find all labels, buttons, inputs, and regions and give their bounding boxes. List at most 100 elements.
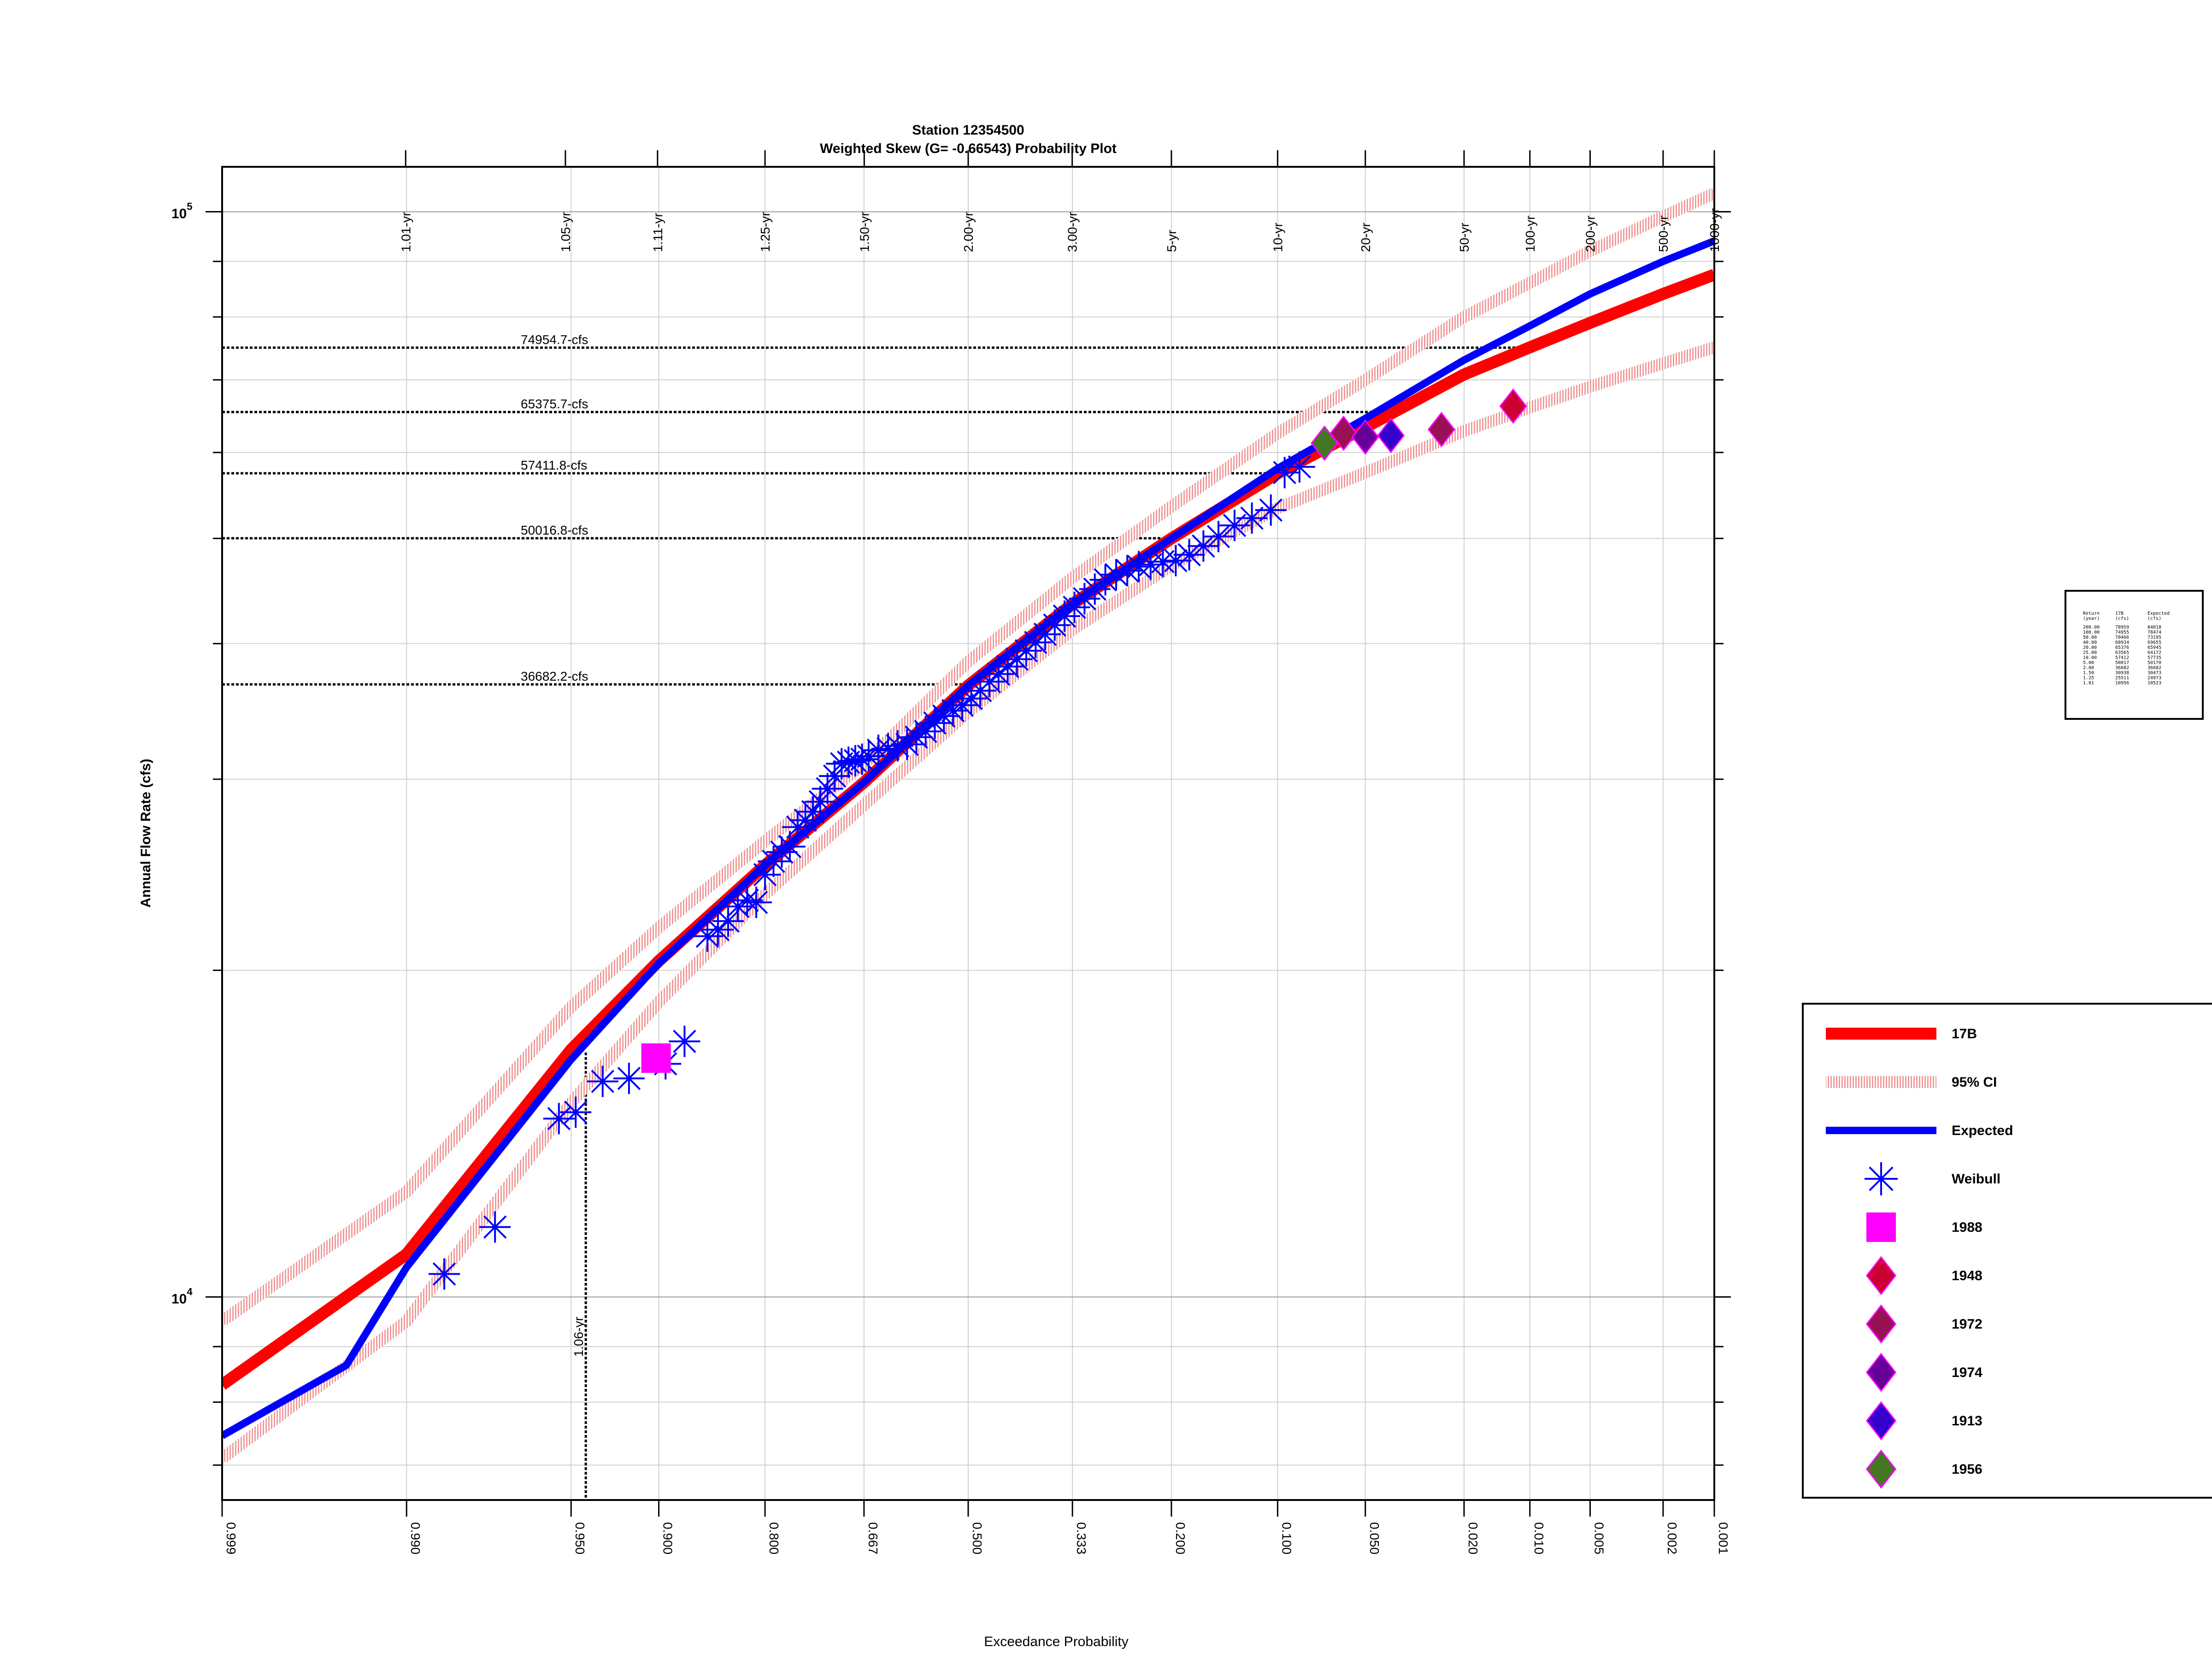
legend: 17B 95% CI Expected Weibull 1988 1948 1972 1974…: [1802, 1003, 2212, 1499]
inset-table-cell: 73195: [2147, 635, 2161, 640]
legend-entry-expected: Expected: [1826, 1123, 2013, 1138]
inset-table-cell: 36682: [2147, 665, 2161, 671]
inset-table-cell: 30938: [2115, 671, 2129, 676]
inset-table-cell: 100.00: [2083, 630, 2100, 635]
legend-label: 1972: [1952, 1317, 1983, 1332]
weibull-point: [702, 914, 734, 946]
legend-label: 1913: [1952, 1413, 1983, 1429]
weibull-point: [1255, 494, 1287, 526]
inset-table-cell: 24973: [2147, 676, 2161, 681]
inset-table-cell: (cfs): [2115, 616, 2129, 621]
inset-table-cell: Expected: [2147, 611, 2170, 616]
weibull-point: [1188, 530, 1219, 562]
x-tick-label: 0.667: [866, 1522, 880, 1554]
inset-table-cell: 78474: [2147, 630, 2161, 635]
legend-entry-weibull: Weibull: [1865, 1162, 2000, 1195]
inset-table-cell: 40.00: [2083, 640, 2097, 645]
weibull-point: [900, 721, 932, 753]
legend-entries: 17B 95% CI Expected Weibull 1988 1948 1972 1974…: [1826, 1026, 2013, 1489]
return-period-label: 1.25-yr: [758, 212, 772, 252]
point-1972: [1330, 415, 1358, 451]
inset-table-cell: (year): [2083, 616, 2100, 621]
legend-label: 17B: [1952, 1026, 1977, 1041]
inset-table-cell: 17B: [2115, 611, 2124, 616]
inset-table-cell: 10523: [2147, 681, 2161, 686]
x-tick-label: 0.010: [1532, 1522, 1546, 1554]
weibull-point: [1269, 457, 1300, 488]
legend-label: 95% CI: [1952, 1075, 1997, 1090]
return-period-label: 1.11-yr: [651, 213, 665, 252]
x-tick-label: 0.800: [767, 1522, 781, 1554]
legend-label: 1974: [1952, 1365, 1983, 1380]
return-period-label: 10-yr: [1271, 223, 1285, 252]
point-1974: [1351, 419, 1379, 455]
y-tick-label: 104: [171, 1286, 193, 1306]
inset-table-cell: 70466: [2115, 635, 2129, 640]
y-tick-label: 105: [171, 200, 193, 221]
x-tick-label: 0.200: [1173, 1522, 1188, 1554]
inset-table-cell: 78959: [2115, 625, 2129, 630]
return-period-label: 50-yr: [1457, 223, 1471, 252]
weibull-point: [587, 1065, 618, 1097]
point-1988: [641, 1043, 671, 1073]
point-1948: [1499, 388, 1527, 424]
weibull-point: [749, 859, 781, 890]
inset-table-cell: 64172: [2147, 650, 2161, 655]
weibull-point: [919, 707, 951, 739]
inset-table-cell: 50.00: [2083, 635, 2097, 640]
inset-table-cell: 63565: [2115, 650, 2129, 655]
inset-table-cell: 25.00: [2083, 650, 2097, 655]
x-tick-label: 0.900: [661, 1522, 675, 1554]
legend-entry-17b: 17B: [1826, 1026, 1977, 1041]
x-tick-label: 0.500: [970, 1522, 984, 1554]
x-tick-label: 0.950: [573, 1522, 587, 1554]
inset-table-cell: 50170: [2147, 660, 2161, 665]
reference-flow-label: 65375.7-cfs: [521, 397, 588, 411]
weibull-point: [1160, 545, 1192, 577]
legend-label: 1956: [1952, 1462, 1983, 1477]
reference-flow-label: 74954.7-cfs: [521, 332, 588, 347]
inset-table-cell: 20.00: [2083, 645, 2097, 650]
reference-lines: 74954.7-cfs 65375.7-cfs 57411.8-cfs 50016.8…: [222, 332, 1530, 1500]
legend-label: Expected: [1952, 1123, 2013, 1138]
inset-table-cell: 69655: [2147, 640, 2161, 645]
x-tick-label: 0.001: [1716, 1522, 1730, 1554]
inset-table-cell: 84018: [2147, 625, 2161, 630]
inset-table-text: Return 17B Expected (year) (cfs) (cfs) 200.00 7…: [2083, 611, 2170, 686]
x-tick-label: 0.050: [1367, 1522, 1382, 1554]
axes: 0.999 0.990 0.950 0.900 0.800 0.667 0.500 0.333…: [171, 150, 1731, 1554]
return-period-label: 5-yr: [1165, 230, 1179, 252]
legend-diamond-marker: [1865, 1401, 1897, 1441]
inset-table-cell: 25511: [2115, 676, 2129, 681]
return-period-label: 1.01-yr: [399, 212, 413, 252]
x-tick-label: 0.999: [224, 1522, 238, 1554]
weibull-point: [928, 700, 960, 732]
inset-table-cell: 57412: [2115, 655, 2129, 660]
inset-table-cell: 50017: [2115, 660, 2129, 665]
legend-diamond-marker: [1865, 1304, 1897, 1344]
legend-diamond-marker: [1865, 1353, 1897, 1392]
weibull-point: [1202, 521, 1234, 553]
inset-table-cell: Return: [2083, 611, 2100, 616]
return-period-label: 100-yr: [1523, 216, 1537, 252]
legend-entry-1974: 1974: [1865, 1353, 1983, 1392]
inset-table-cell: (cfs): [2147, 616, 2161, 621]
legend-entry-95-ci: 95% CI: [1826, 1075, 1997, 1090]
return-period-label: 1.05-yr: [559, 212, 573, 252]
point-1956: [1311, 425, 1339, 461]
reference-flow-label: 50016.8-cfs: [521, 523, 588, 537]
return-period-label: 1.50-yr: [857, 212, 871, 252]
return-period-label: 2.00-yr: [961, 212, 976, 252]
legend-entry-1988: 1988: [1866, 1212, 1983, 1242]
data-markers: [429, 388, 1527, 1290]
legend-diamond-marker: [1865, 1256, 1897, 1295]
weibull-point: [1020, 627, 1052, 659]
point-1972: [1427, 412, 1455, 447]
weibull-point: [992, 651, 1024, 682]
inset-table-cell: 68934: [2115, 640, 2129, 645]
x-tick-label: 0.333: [1074, 1522, 1088, 1554]
legend-entry-1913: 1913: [1865, 1401, 1983, 1441]
return-period-label: 3.00-yr: [1065, 212, 1080, 252]
chart-title: Station 12354500: [912, 123, 1024, 138]
return-period-label: 20-yr: [1359, 223, 1373, 252]
